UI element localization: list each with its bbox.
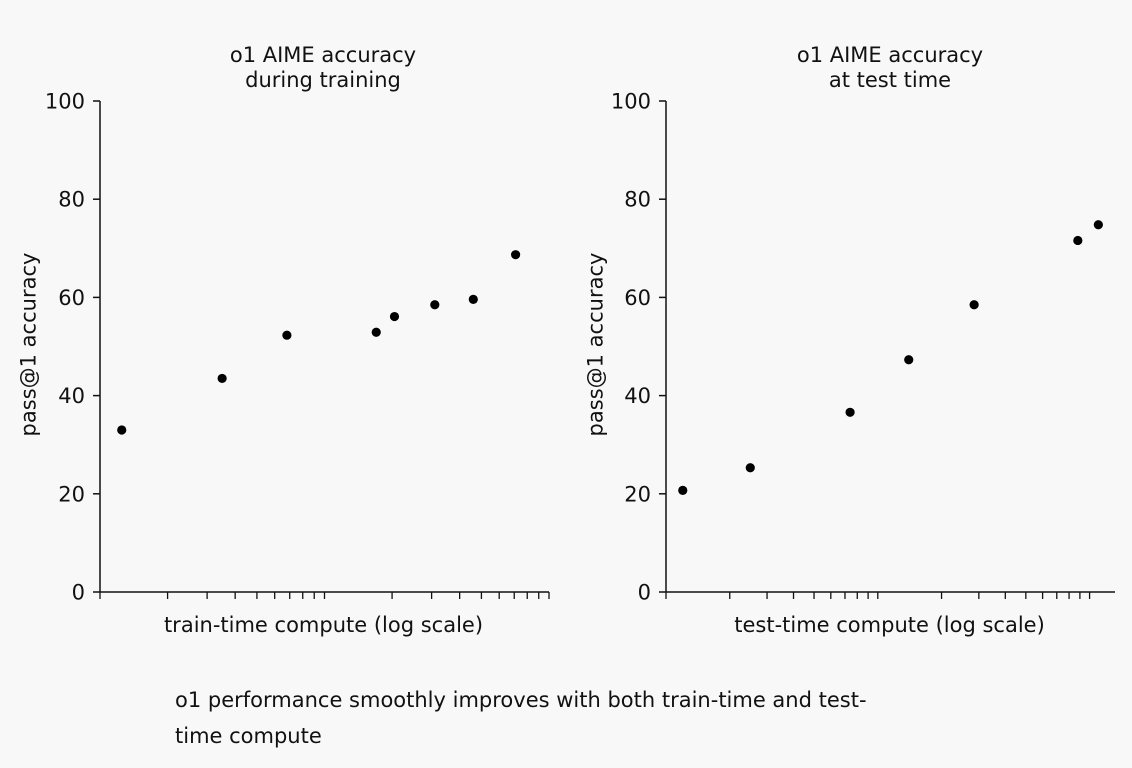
data-point — [511, 250, 521, 260]
chart-title-line-2: at test time — [829, 68, 951, 92]
x-axis-label: train-time compute (log scale) — [164, 613, 483, 637]
data-point — [678, 485, 688, 495]
chart-title-line-1: o1 AIME accuracy — [230, 43, 416, 67]
y-tick-label: 20 — [58, 482, 85, 506]
data-points — [678, 220, 1103, 495]
y-tick-label: 60 — [58, 286, 85, 310]
data-points — [117, 250, 521, 435]
y-tick-label: 40 — [58, 384, 85, 408]
data-point — [845, 407, 855, 417]
data-point — [371, 327, 381, 337]
y-tick-label: 100 — [45, 90, 85, 114]
y-axis-label: pass@1 accuracy — [16, 253, 40, 437]
y-ticks: 0 20 40 60 80 100 — [45, 90, 100, 605]
x-ticks — [665, 592, 1091, 599]
y-axis-label: pass@1 accuracy — [583, 253, 607, 437]
y-tick-label: 0 — [638, 581, 651, 605]
data-point — [217, 373, 227, 384]
y-tick-label: 80 — [58, 188, 85, 212]
y-tick-label: 100 — [611, 90, 651, 114]
chart-train-time: o1 AIME accuracy during training 0 20 40 60… — [16, 43, 550, 637]
chart-title-line-1: o1 AIME accuracy — [797, 43, 983, 67]
y-tick-label: 0 — [72, 581, 85, 605]
data-point — [468, 294, 478, 304]
y-tick-label: 40 — [624, 384, 651, 408]
chart-title-line-2: during training — [245, 68, 401, 92]
data-point — [969, 300, 979, 310]
data-point — [282, 330, 292, 340]
data-point — [430, 300, 440, 310]
x-axis-label: test-time compute (log scale) — [734, 613, 1045, 637]
x-ticks — [99, 592, 550, 599]
figure: o1 AIME accuracy during training 0 20 40 60… — [16, 43, 1115, 637]
data-point — [117, 425, 127, 435]
data-point — [745, 463, 755, 473]
y-tick-label: 60 — [624, 286, 651, 310]
figure-caption: o1 performance smoothly improves with bo… — [175, 688, 867, 748]
y-tick-label: 20 — [624, 482, 651, 506]
y-ticks: 0 20 40 60 80 100 — [611, 90, 666, 605]
data-point — [389, 311, 400, 322]
chart-test-time: o1 AIME accuracy at test time 0 20 40 60 80 1… — [583, 43, 1115, 637]
data-point — [1093, 220, 1103, 230]
data-point — [904, 355, 914, 365]
data-point — [1073, 235, 1083, 246]
y-tick-label: 80 — [624, 188, 651, 212]
